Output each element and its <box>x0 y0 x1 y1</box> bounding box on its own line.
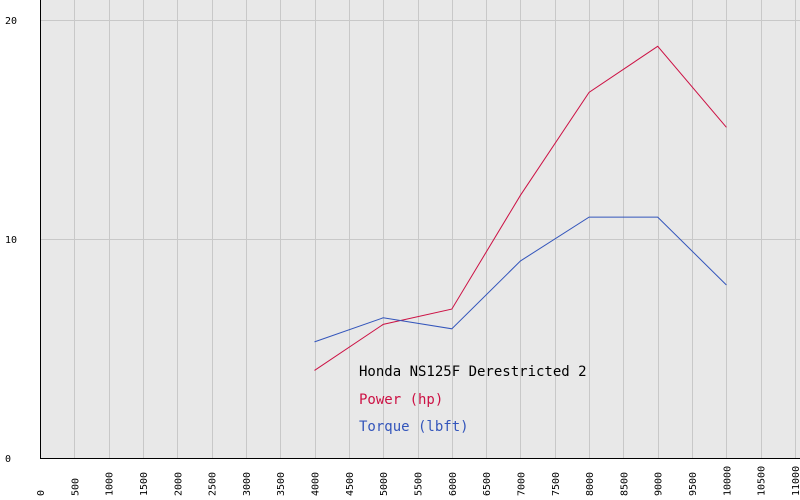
x-tick-label: 5000 <box>379 472 390 496</box>
x-tick-label: 4500 <box>345 472 356 496</box>
x-tick-label: 0 <box>36 490 47 496</box>
x-tick-label: 4000 <box>311 472 322 496</box>
y-tick-label: 20 <box>5 16 17 27</box>
legend-torque: Torque (lbft) <box>359 419 469 435</box>
x-tick-label: 6000 <box>448 472 459 496</box>
chart-title: Honda NS125F Derestricted 2 <box>359 364 587 380</box>
x-tick-label: 9500 <box>688 472 699 496</box>
x-tick-label: 9000 <box>654 472 665 496</box>
x-tick-label: 1500 <box>139 472 150 496</box>
x-tick-label: 8000 <box>585 472 596 496</box>
x-tick-label: 2500 <box>208 472 219 496</box>
x-tick-label: 10000 <box>722 466 733 496</box>
plot-background <box>40 0 800 458</box>
x-tick-label: 6500 <box>482 472 493 496</box>
x-tick-label: 7500 <box>551 472 562 496</box>
series-line-torque <box>314 216 727 343</box>
x-tick-label: 8500 <box>619 472 630 496</box>
x-tick-label: 3500 <box>276 472 287 496</box>
x-tick-label: 3000 <box>242 472 253 496</box>
tick-labels: 0 500 1000 1500 2000 2500 3000 3500 4000 4500 5000… <box>5 16 800 496</box>
legend-power: Power (hp) <box>359 392 443 408</box>
x-tick-label: 500 <box>70 478 81 496</box>
x-tick-label: 1000 <box>105 472 116 496</box>
x-tick-label: 2000 <box>173 472 184 496</box>
y-tick-label: 0 <box>5 454 11 465</box>
axes <box>40 0 800 459</box>
x-tick-label: 10500 <box>757 466 768 496</box>
y-tick-label: 10 <box>5 235 17 246</box>
series-line-power <box>314 45 727 371</box>
series-layer <box>314 45 727 371</box>
x-tick-label: 11000 <box>791 466 800 496</box>
x-tick-label: 7000 <box>516 472 527 496</box>
grid-lines <box>40 0 800 458</box>
legend: Honda NS125F Derestricted 2 Power (hp) T… <box>359 364 587 435</box>
x-tick-label: 5500 <box>414 472 425 496</box>
